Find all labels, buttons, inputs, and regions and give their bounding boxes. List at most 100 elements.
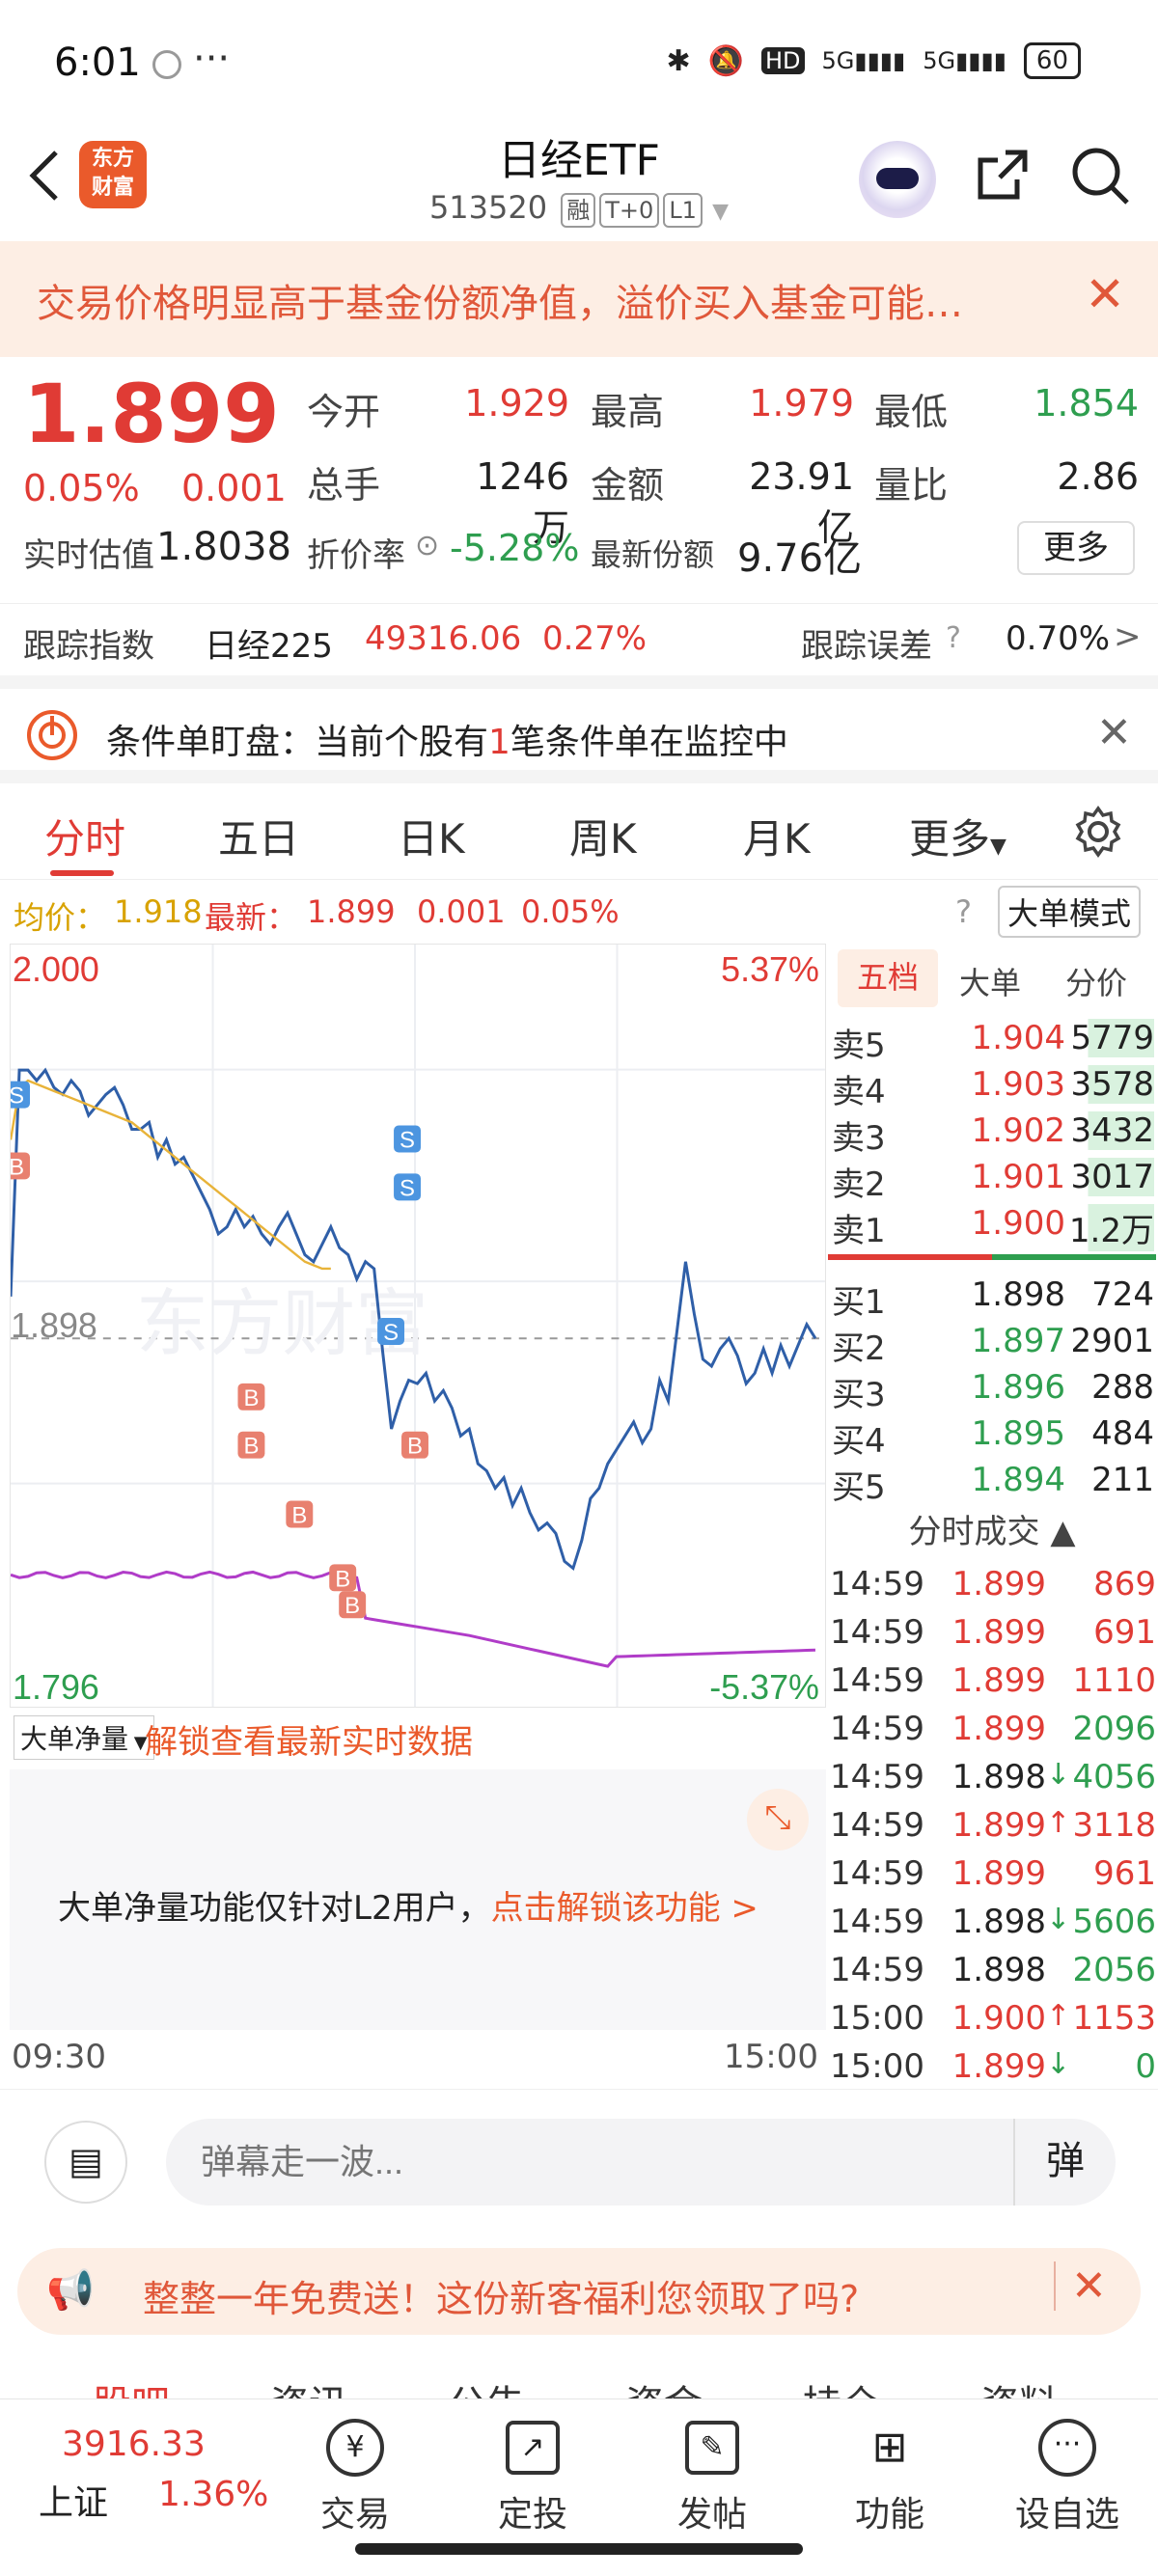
detail-tab[interactable]: 资料 [980,2373,1058,2398]
bid-row: 买2 1.897 2901 [828,1318,1156,1368]
detail-tab[interactable]: 持仓 [803,2373,880,2398]
buy-marker[interactable] [286,1500,314,1528]
sell-marker[interactable] [394,1125,421,1153]
ask-row: 卖3 1.902 3432 [828,1108,1156,1158]
nav-trade-label: 交易 [319,2495,390,2535]
unlock-link[interactable]: 解锁查看最新实时数据 [145,1723,473,1762]
trade-volume: 1110 [1072,1661,1156,1700]
help-icon[interactable]: ? [946,621,961,655]
detail-tab[interactable]: 资金 [625,2373,703,2398]
tab-weekly-k[interactable]: 周K [569,815,637,863]
info-icon[interactable]: ⊙ [415,529,440,562]
search-icon[interactable] [1069,145,1131,206]
note-icon[interactable]: ▤ [44,2121,127,2204]
est-label: 实时估值 [23,536,154,575]
assistant-avatar[interactable] [859,141,936,218]
sh-index-pct: 1.36% [158,2475,269,2514]
bluetooth-icon: ✱ [666,43,691,78]
series-group [11,1067,817,1668]
danmu-toggle[interactable]: 弹 [1013,2119,1116,2206]
buy-marker[interactable] [339,1591,367,1619]
trade-price: 1.898 [951,1951,1046,1989]
close-icon[interactable]: ✕ [1096,708,1132,757]
sell-marker[interactable] [377,1318,405,1345]
est-value: 1.8038 [156,525,291,569]
change-value: 0.001 [181,467,287,509]
trade-row: 14:59 1.898 2056 [828,1947,1156,1991]
trades-title[interactable]: 分时成交 ▲ [828,1505,1156,1552]
trade-time: 14:59 [830,1854,924,1893]
big-order-mode-button[interactable]: 大单模式 [998,886,1142,938]
trade-volume: 0 [1135,2047,1156,2086]
buy-marker[interactable] [401,1431,428,1459]
premium-warning-banner[interactable]: 交易价格明显高于基金份额净值，溢价买入基金可能… ✕ [0,241,1158,357]
tracking-error-value: 0.70% [1006,619,1111,658]
quote-value: 1246万 [476,455,569,549]
stock-code-row[interactable]: 513520 融 T+0 L1 ▼ [0,189,1158,228]
sell-marker[interactable] [394,1173,421,1201]
tab-big-orders[interactable]: 大单 [959,965,1022,1001]
status-icons: ✱ 🔕 HD 5G▮▮▮▮ 5G▮▮▮▮ 60 [666,42,1081,79]
condition-order-bar[interactable]: 条件单盯盘：当前个股有1笔条件单在监控中 ✕ [0,675,1158,783]
more-dots-icon: ··· [1038,2419,1096,2477]
level-price: 1.896 [971,1368,1065,1407]
trade-time: 14:59 [830,1758,924,1796]
close-icon[interactable]: ✕ [1054,2261,1107,2311]
detail-tab[interactable]: 公告 [448,2373,525,2398]
trade-volume: 2096 [1072,1710,1156,1748]
level-volume: 2901 [1070,1322,1154,1360]
help-icon[interactable]: ? [955,893,972,930]
bid-row: 买5 1.894 211 [828,1457,1156,1507]
buy-marker[interactable] [329,1564,357,1592]
tab-monthly-k[interactable]: 月K [743,815,811,863]
tab-five-levels[interactable]: 五档 [838,949,938,1007]
tab-5day[interactable]: 五日 [218,815,300,863]
trade-price: 1.899 [951,1854,1046,1893]
detail-tab[interactable]: 股吧 [93,2373,170,2398]
indicator-select[interactable]: 大单净量 ▼ [14,1715,154,1760]
gear-icon[interactable] [1071,805,1125,859]
trade-row: 14:59 1.899 ↑ 3118 [828,1802,1156,1847]
y-min-label: 1.796 [13,1668,99,1707]
promo-banner[interactable]: 📢 整整一年免费送！这份新客福利您领取了吗? ✕ [17,2248,1141,2335]
level-volume: 3017 [1060,1158,1154,1196]
tab-daily-k[interactable]: 日K [398,815,465,863]
buy-marker[interactable] [237,1383,265,1411]
avg-price-line [11,1079,331,1271]
tab-more[interactable]: 更多▼ [909,807,1006,865]
detail-tab[interactable]: 资讯 [270,2373,347,2398]
buy-marker-label: B [345,1593,360,1619]
back-icon[interactable] [25,147,64,205]
share-icon[interactable] [971,145,1033,206]
tab-price-dist[interactable]: 分价 [1065,965,1128,1001]
tracking-row[interactable]: 跟踪指数 日经225 49316.06 0.27% 跟踪误差 ? 0.70% > [0,603,1158,671]
edit-icon: ✎ [685,2421,739,2475]
l2-unlock-link[interactable]: 点击解锁该功能 > [490,1889,758,1928]
level-label: 买2 [832,1329,886,1368]
trade-price: 1.900 [951,1999,1046,2038]
trade-time: 14:59 [830,1903,924,1941]
tracking-index-value: 49316.06 [365,619,522,658]
trade-volume: 691 [1093,1613,1156,1652]
monitor-icon [27,710,77,760]
bid-row: 买1 1.898 724 [828,1272,1156,1322]
tab-intraday[interactable]: 分时 [44,815,126,863]
sell-marker[interactable] [10,1081,31,1109]
danmu-input[interactable] [166,2119,1013,2206]
close-icon[interactable]: ✕ [1085,266,1125,322]
expand-icon[interactable]: ⤡ [747,1789,809,1850]
buy-marker[interactable] [10,1152,31,1180]
buy-marker-label: B [291,1502,307,1528]
indicator-line [11,1570,816,1668]
buy-marker[interactable] [237,1431,265,1459]
intraday-chart[interactable]: 东方财富 2.000 5.37% 1.898 1.796 -5.37% BBBB… [10,944,826,1708]
level-price: 1.897 [971,1322,1065,1360]
ask-row: 卖2 1.901 3017 [828,1154,1156,1204]
sell-marker-label: S [383,1320,399,1346]
ask-row: 卖4 1.903 3578 [828,1061,1156,1111]
more-button[interactable]: 更多 [1017,521,1135,575]
x-end-label: 15:00 [724,2038,818,2076]
trades-title-text: 分时成交 [908,1513,1040,1551]
active-tab-underline [50,870,114,876]
